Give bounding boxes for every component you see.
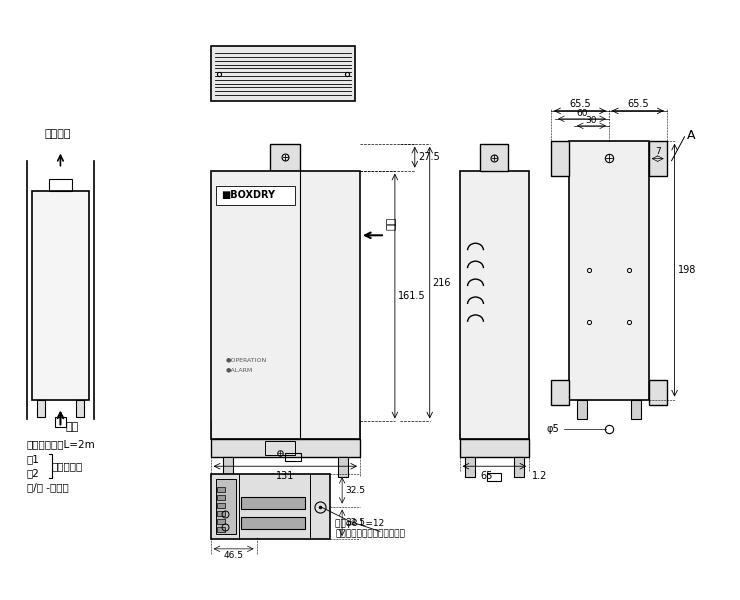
Text: 216: 216: [433, 278, 451, 287]
Text: 7: 7: [655, 146, 661, 155]
Text: 131: 131: [276, 471, 295, 481]
Text: 198: 198: [678, 265, 696, 275]
Bar: [211, 474, 330, 539]
Bar: [569, 141, 649, 400]
Bar: [76, 400, 84, 418]
Text: 65: 65: [480, 471, 493, 481]
Text: 65.5: 65.5: [569, 99, 591, 109]
Bar: [216, 185, 295, 205]
Text: 吸込: 吸込: [387, 217, 397, 230]
Bar: [270, 144, 300, 170]
Text: 外径φ8 L=12: 外径φ8 L=12: [335, 520, 384, 529]
Text: 緑/黄 -アース: 緑/黄 -アース: [27, 482, 68, 492]
Text: ●OPERATION: ●OPERATION: [226, 357, 267, 362]
Bar: [217, 519, 225, 524]
Text: 60: 60: [576, 109, 588, 118]
Bar: [217, 511, 225, 516]
Text: 1.2: 1.2: [532, 471, 548, 481]
Text: ドレン水排出用ドレンパイプ: ドレン水排出用ドレンパイプ: [335, 529, 405, 538]
Bar: [211, 439, 360, 457]
Text: 32.5: 32.5: [345, 518, 365, 527]
Text: 32.5: 32.5: [345, 486, 365, 495]
Bar: [460, 439, 529, 457]
Bar: [551, 141, 569, 176]
Bar: [338, 457, 348, 477]
Bar: [217, 487, 225, 492]
Text: ■BOXDRY: ■BOXDRY: [221, 190, 275, 200]
Bar: [460, 170, 529, 439]
Text: 27.5: 27.5: [418, 152, 440, 162]
Text: 30: 30: [586, 116, 597, 125]
Text: 黒1: 黒1: [27, 454, 39, 464]
Text: 乾燥空気: 乾燥空気: [44, 129, 71, 139]
Bar: [216, 479, 235, 534]
Bar: [217, 527, 225, 532]
Bar: [240, 497, 306, 509]
Text: 吸込: 吸込: [65, 422, 78, 433]
Bar: [465, 457, 474, 477]
Bar: [223, 457, 232, 477]
Bar: [514, 457, 524, 477]
Text: 黒2: 黒2: [27, 468, 39, 478]
Text: φ5: φ5: [546, 424, 559, 434]
Bar: [217, 495, 225, 500]
Text: 電源コード　L=2m: 電源コード L=2m: [27, 439, 95, 449]
Text: 〕電源入力: 〕電源入力: [52, 461, 83, 471]
Bar: [286, 453, 301, 461]
Bar: [36, 400, 44, 418]
Bar: [649, 141, 667, 176]
Bar: [211, 170, 360, 439]
Bar: [240, 517, 306, 529]
Bar: [211, 46, 355, 101]
Text: ●ALARM: ●ALARM: [226, 367, 253, 372]
Bar: [630, 400, 641, 419]
Bar: [649, 380, 667, 404]
Bar: [551, 380, 569, 404]
Text: 65.5: 65.5: [627, 99, 648, 109]
Bar: [217, 503, 225, 508]
Text: 161.5: 161.5: [398, 291, 425, 301]
Text: A: A: [687, 129, 695, 142]
Bar: [480, 144, 508, 170]
Bar: [55, 418, 66, 427]
Bar: [266, 442, 295, 455]
Text: 46.5: 46.5: [223, 551, 243, 560]
Bar: [49, 179, 72, 191]
Bar: [32, 191, 90, 400]
Bar: [488, 473, 502, 481]
Bar: [577, 400, 587, 419]
